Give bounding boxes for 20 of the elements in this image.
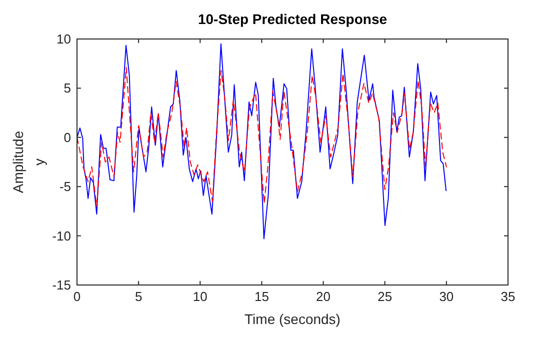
y-tick-label: -15: [52, 278, 71, 292]
x-tick-label: 15: [254, 289, 269, 304]
y-tick-label: -10: [52, 228, 71, 244]
line-series: [76, 43, 447, 240]
x-tick-label: 25: [378, 289, 392, 304]
y-tick-label: 5: [64, 80, 71, 96]
x-tick-label: 30: [439, 289, 454, 304]
chart-title: 10-Step Predicted Response: [198, 11, 388, 27]
y-axis-title: Amplitude: [10, 130, 26, 194]
x-tick-label: 0: [73, 289, 81, 304]
y-tick-label: 10: [56, 32, 71, 46]
x-tick-label: 10: [192, 289, 208, 304]
text: y: [31, 158, 47, 166]
line-series: [76, 67, 447, 207]
x-tick-label: 5: [134, 289, 142, 304]
y-tick-label: 0: [64, 130, 71, 145]
y-tick-label: -5: [59, 179, 71, 194]
x-tick-label: 35: [500, 289, 516, 304]
x-tick-label: 20: [316, 289, 331, 304]
x-axis-title: Time (seconds): [244, 311, 340, 327]
